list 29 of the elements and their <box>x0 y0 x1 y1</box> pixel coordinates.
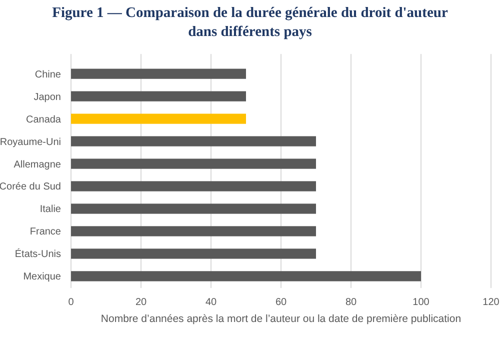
x-tick-label: 120 <box>482 297 500 308</box>
bar <box>71 158 316 169</box>
x-tick-label: 80 <box>345 297 357 308</box>
y-tick-label: Italie <box>40 204 62 216</box>
x-axis-title: Nombre d’années après la mort de l’auteur ou la date de première publication <box>100 313 462 325</box>
y-tick-label: Allemagne <box>14 159 62 170</box>
bar <box>71 114 246 124</box>
bar <box>71 136 316 146</box>
bar <box>71 248 316 259</box>
bar <box>71 68 246 79</box>
bar <box>71 271 421 282</box>
y-tick-label: Royaume-Uni <box>0 136 61 148</box>
x-tick-label: 60 <box>275 297 287 308</box>
y-tick-label: Canada <box>26 114 62 126</box>
y-tick-label: Mexique <box>23 272 62 283</box>
y-tick-label: Chine <box>34 69 62 80</box>
x-tick-label: 20 <box>135 297 147 308</box>
x-tick-label: 0 <box>68 297 74 308</box>
x-tick-label: 100 <box>412 297 430 308</box>
bar <box>71 226 316 236</box>
y-tick-label: Corée du Sud <box>0 182 61 193</box>
x-tick-label: 40 <box>205 297 217 308</box>
bar <box>71 204 316 214</box>
chart-title: Figure 1 — Comparaison de la durée générale du droit d'auteur dans différents pays <box>52 5 448 40</box>
bar <box>71 181 316 192</box>
y-tick-label: France <box>30 226 62 238</box>
y-tick-label: États-Unis <box>14 248 61 260</box>
bar <box>71 91 246 102</box>
y-tick-label: Japon <box>34 92 61 103</box>
